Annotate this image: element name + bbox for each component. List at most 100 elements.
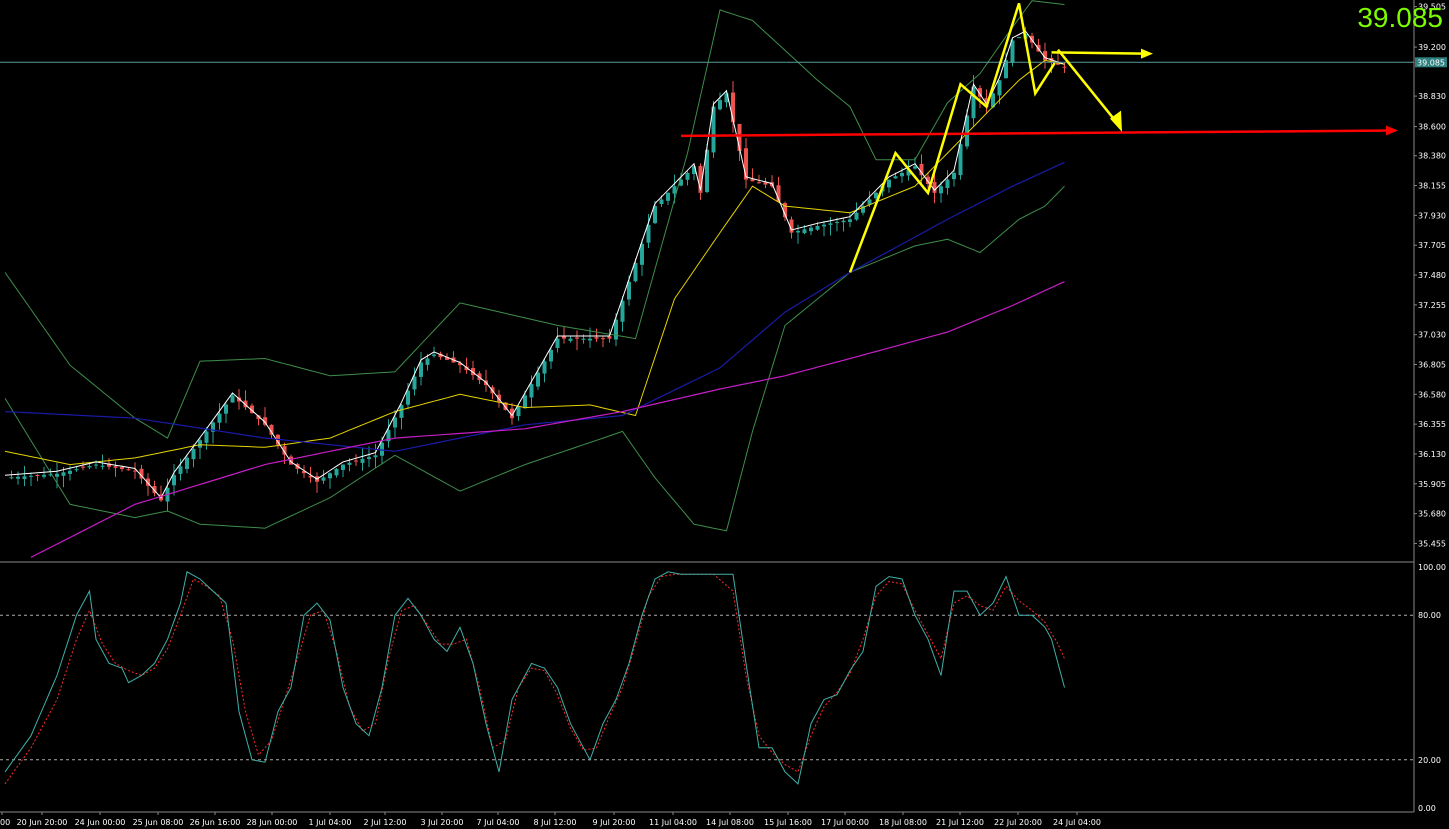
time-tick-label: 17 Jul 00:00 (821, 818, 869, 827)
candle-body (269, 424, 274, 435)
flat-arrow-head-icon (1141, 48, 1153, 59)
price-panel (0, 0, 1414, 558)
candle-body (217, 413, 222, 423)
candle-body (360, 459, 365, 463)
oscillator-tick-label: 80.00 (1418, 611, 1441, 620)
price-tick-label: 38.830 (1418, 92, 1446, 101)
candle-body (562, 336, 566, 339)
price-tick-label: 39.505 (1418, 3, 1446, 12)
candle-body (926, 176, 930, 185)
support-line (680, 129, 1396, 138)
forecast-down-arrow (1057, 48, 1121, 128)
oscillator-tick-label: 20.00 (1418, 756, 1441, 765)
time-tick-label: 18 Jul 08:00 (879, 818, 927, 827)
candle-body (341, 464, 345, 470)
candle-body (380, 442, 384, 456)
time-tick-label: 25 Jun 08:00 (133, 818, 184, 827)
candle-body (126, 469, 131, 471)
candle-body (932, 181, 937, 193)
candle-body (672, 186, 677, 194)
candle-body (828, 223, 833, 225)
time-tick-label: 7 Jul 04:00 (477, 818, 520, 827)
price-tick-label: 39.200 (1418, 43, 1446, 52)
candle-body (354, 460, 358, 462)
time-tick-label: 9 Jul 20:00 (593, 818, 636, 827)
candle-body (614, 319, 618, 340)
candle-body (9, 477, 14, 479)
candle-body (237, 397, 241, 402)
candle-body (1062, 66, 1067, 68)
candle-body (984, 98, 989, 107)
candle-body (835, 222, 839, 224)
candle-body (594, 337, 599, 339)
time-tick-label: 22 Jul 20:00 (994, 818, 1042, 827)
candle-body (386, 430, 391, 442)
candle-body (867, 199, 872, 205)
time-tick-label: 20 Jun 20:00 (17, 818, 68, 827)
candle-body (55, 473, 59, 477)
candle-body (250, 405, 254, 414)
ma-fast-line (4, 30, 1065, 499)
candle-body (178, 466, 183, 474)
candle-body (991, 93, 995, 108)
candle-body (1017, 37, 1021, 39)
bollinger-lower-line (4, 185, 1065, 532)
stochastic-panel (0, 571, 1414, 785)
candle-body (321, 477, 326, 481)
candle-body (302, 470, 306, 474)
candle-body (906, 169, 911, 176)
candle-body (74, 469, 79, 471)
candle-body (692, 166, 696, 174)
candle-body (783, 203, 787, 218)
candle-body (945, 179, 950, 188)
candle-body (464, 366, 469, 371)
candle-body (737, 123, 742, 151)
stochastic-main-line (4, 571, 1065, 785)
candle-body (1043, 51, 1047, 61)
candle-body (425, 358, 430, 365)
candle-body (263, 417, 267, 425)
price-tick-label: 37.480 (1418, 271, 1446, 280)
candle-body (393, 417, 397, 428)
candle-body (841, 220, 846, 223)
candle-body (724, 93, 729, 103)
candle-body (757, 182, 761, 184)
candle-body (334, 468, 339, 476)
candle-body (406, 390, 410, 405)
candle-body (965, 115, 969, 147)
candle-body (139, 468, 144, 479)
candle-body (529, 384, 534, 398)
candle-body (42, 474, 46, 477)
candle-body (997, 80, 1002, 96)
candle-body (958, 144, 963, 176)
candle-body (133, 470, 137, 472)
candle-body (633, 262, 638, 282)
candle-body (458, 363, 462, 366)
price-tick-label: 36.130 (1418, 450, 1446, 459)
candle-body (750, 179, 755, 182)
candle-body (893, 176, 898, 179)
price-tick-label: 36.580 (1418, 390, 1446, 399)
candle-body (763, 182, 768, 185)
candle-body (516, 406, 521, 417)
price-tick-label: 38.155 (1418, 182, 1446, 191)
candle-body (282, 446, 287, 455)
candle-body (588, 338, 592, 341)
candle-body (503, 402, 508, 410)
candle-body (347, 462, 352, 465)
candle-body (419, 362, 423, 377)
candle-body (978, 88, 982, 97)
time-tick-label: 11 Jul 04:00 (649, 818, 697, 827)
time-tick-label: 3 Jul 20:00 (421, 818, 464, 827)
candle-body (575, 337, 579, 339)
candle-body (185, 457, 189, 469)
time-tick-label: 24 Jul 04:00 (1053, 818, 1101, 827)
candle-body (113, 466, 118, 468)
candle-body (607, 336, 612, 339)
candle-body (620, 300, 625, 322)
price-tick-label: 35.680 (1418, 510, 1446, 519)
candle-body (822, 224, 826, 227)
candle-body (1004, 60, 1008, 79)
candle-body (211, 422, 215, 432)
